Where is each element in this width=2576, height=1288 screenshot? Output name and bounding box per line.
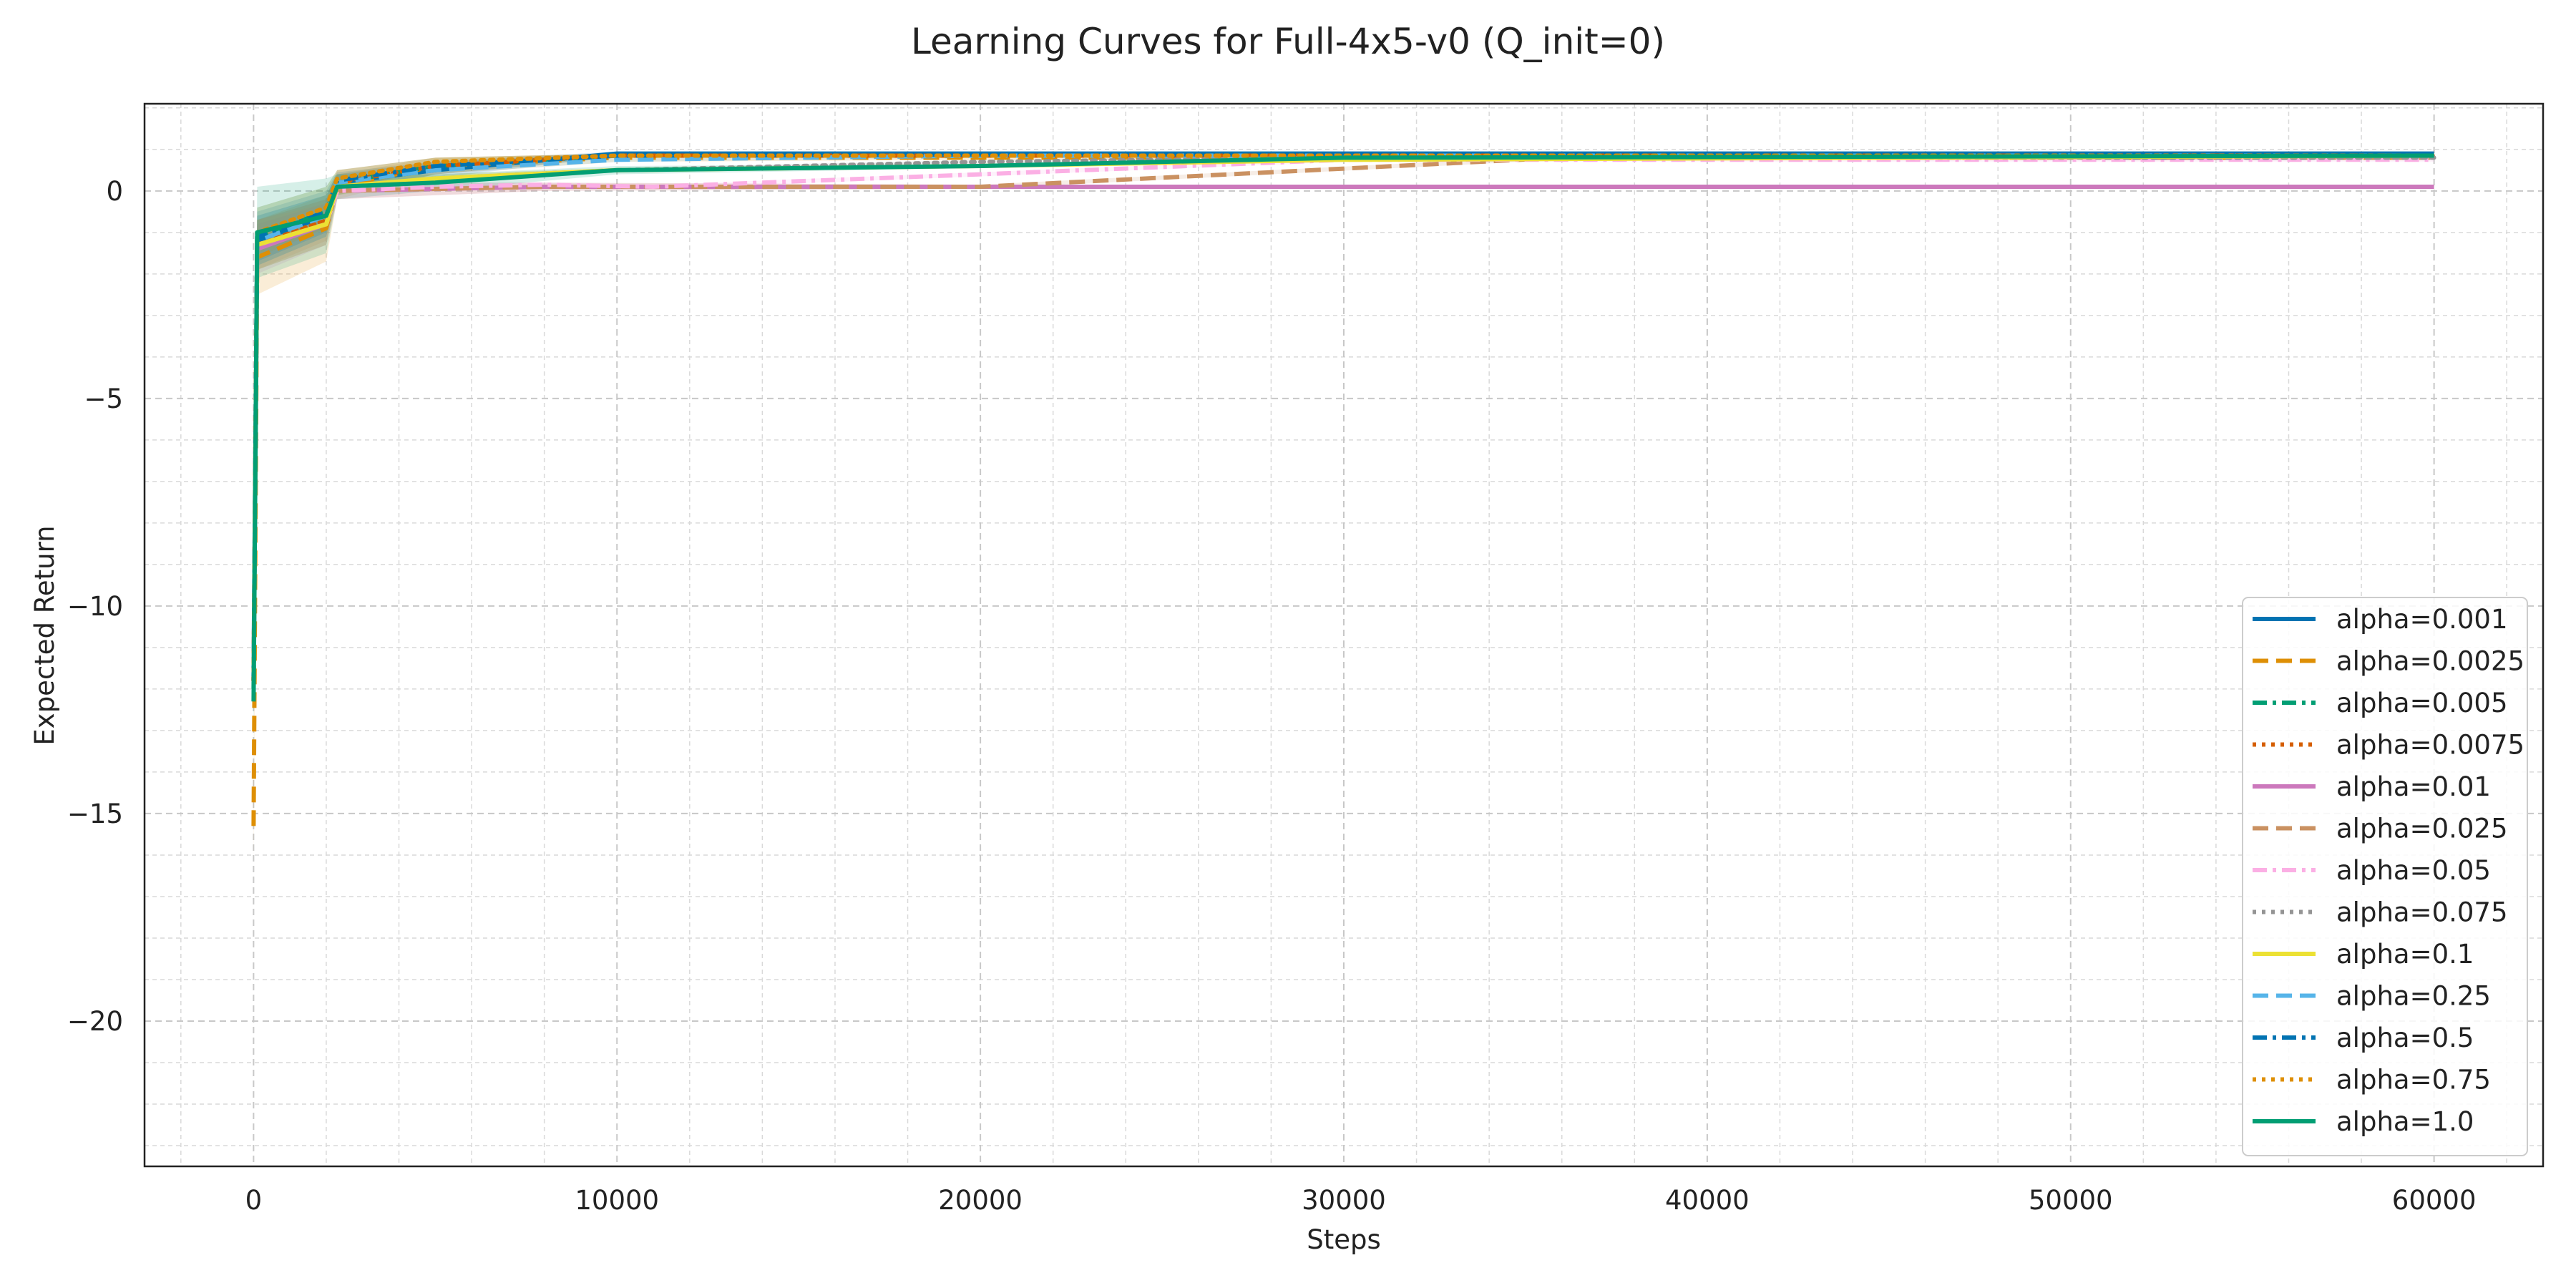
legend-label: alpha=0.01 (2336, 771, 2491, 802)
series-line (251, 155, 2434, 681)
series-line (251, 153, 2434, 702)
legend: alpha=0.001 alpha=0.0025 alpha=0.005 alpha=… (2242, 597, 2528, 1156)
series-lines (251, 151, 2436, 826)
x-axis-ticks: 0 10000 20000 30000 40000 50000 60000 (245, 1185, 2477, 1216)
x-tick-label: 50000 (2029, 1185, 2113, 1216)
legend-label: alpha=1.0 (2336, 1106, 2474, 1137)
legend-label: alpha=0.75 (2336, 1065, 2491, 1096)
x-axis-label: Steps (1307, 1224, 1381, 1255)
legend-label: alpha=0.075 (2336, 897, 2508, 928)
legend-label: alpha=0.5 (2336, 1023, 2474, 1053)
major-grid (145, 104, 2543, 1166)
legend-label: alpha=0.0025 (2336, 646, 2524, 677)
legend-label: alpha=0.025 (2336, 814, 2508, 844)
legend-box (2242, 597, 2528, 1156)
plot-area (143, 102, 2545, 1168)
x-tick-label: 10000 (575, 1185, 659, 1216)
legend-label: alpha=0.05 (2336, 855, 2491, 886)
y-axis-label: Expected Return (29, 525, 60, 745)
legend-label: alpha=0.25 (2336, 981, 2491, 1012)
series-line (251, 152, 2434, 681)
series-line (251, 153, 2434, 681)
y-tick-label: 0 (106, 176, 123, 207)
y-axis-ticks: 0 −5 −10 −15 −20 (67, 176, 123, 1037)
y-tick-label: −5 (84, 384, 123, 414)
legend-label: alpha=0.001 (2336, 604, 2508, 635)
x-tick-label: 30000 (1302, 1185, 1386, 1216)
chart-title: Learning Curves for Full-4x5-v0 (Q_init=… (911, 21, 1665, 62)
x-tick-label: 60000 (2392, 1185, 2477, 1216)
legend-label: alpha=0.005 (2336, 688, 2508, 718)
plot-frame (143, 102, 2545, 1168)
x-tick-label: 0 (245, 1185, 263, 1216)
legend-label: alpha=0.1 (2336, 939, 2474, 970)
x-tick-label: 40000 (1665, 1185, 1750, 1216)
y-tick-label: −20 (67, 1006, 123, 1037)
x-tick-label: 20000 (938, 1185, 1023, 1216)
series-line (251, 153, 2436, 683)
y-tick-label: −15 (67, 799, 123, 829)
y-tick-label: −10 (67, 591, 123, 622)
legend-label: alpha=0.0075 (2336, 730, 2524, 761)
